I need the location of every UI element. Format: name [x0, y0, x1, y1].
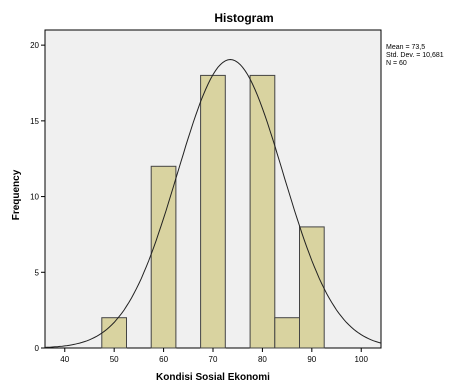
x-tick-label: 40 [60, 355, 69, 364]
stats-box: Mean = 73,5 Std. Dev. = 10,681 N = 60 [386, 44, 444, 67]
histogram-bar-2 [150, 165, 177, 349]
y-tick-label: 20 [30, 41, 39, 50]
histogram-bar-3 [200, 74, 226, 349]
x-tick-label: 100 [355, 355, 369, 364]
y-tick-label: 10 [30, 193, 39, 202]
stat-std-dev: Std. Dev. = 10,681 [386, 52, 444, 59]
histogram-bar-6 [299, 226, 325, 349]
y-tick-label: 15 [30, 117, 39, 126]
x-tick-label: 80 [258, 355, 267, 364]
stat-mean: Mean = 73,5 [386, 44, 425, 51]
y-axis-label: Frequency [11, 169, 22, 220]
histogram-bar-4 [249, 74, 276, 349]
chart-title: Histogram [214, 11, 273, 25]
stat-n: N = 60 [386, 60, 407, 67]
x-tick-label: 70 [209, 355, 218, 364]
histogram-bar-5 [274, 317, 300, 349]
x-tick-label: 60 [159, 355, 168, 364]
x-axis-label: Kondisi Sosial Ekonomi [156, 372, 270, 381]
x-tick-label: 90 [307, 355, 316, 364]
y-tick-label: 0 [35, 344, 40, 353]
x-tick-label: 50 [110, 355, 119, 364]
normal-curve [44, 58, 382, 348]
y-tick-label: 5 [35, 268, 40, 277]
